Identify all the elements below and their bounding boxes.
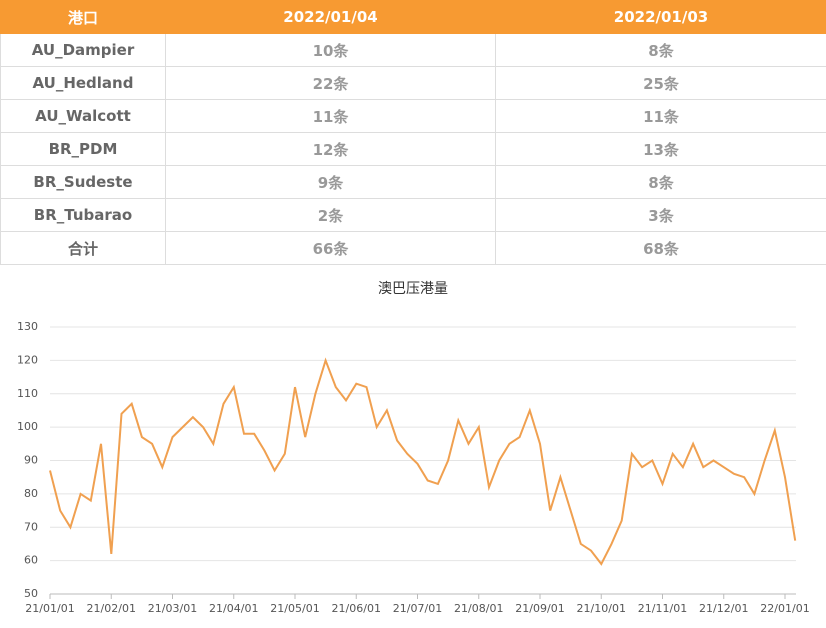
table-cell: 港口 bbox=[0, 0, 166, 34]
y-tick-label: 70 bbox=[24, 520, 38, 533]
table-cell: 2022/01/03 bbox=[495, 0, 826, 34]
chart-title: 澳巴压港量 bbox=[378, 281, 448, 297]
table-cell: 12条 bbox=[165, 132, 496, 166]
table-row: BR_Tubarao 2条 3条 bbox=[0, 198, 826, 232]
table-cell: 11条 bbox=[495, 99, 826, 133]
x-tick-label: 21/03/01 bbox=[148, 602, 197, 615]
x-tick-label: 21/02/01 bbox=[87, 602, 136, 615]
table-cell: BR_Tubarao bbox=[0, 198, 166, 232]
x-tick-label: 21/11/01 bbox=[638, 602, 687, 615]
table-cell: 8条 bbox=[495, 165, 826, 199]
x-tick-label: 21/01/01 bbox=[25, 602, 74, 615]
y-tick-label: 80 bbox=[24, 487, 38, 500]
table-cell: AU_Hedland bbox=[0, 66, 166, 100]
x-tick-label: 21/07/01 bbox=[393, 602, 442, 615]
table-cell: 11条 bbox=[165, 99, 496, 133]
y-tick-label: 130 bbox=[17, 320, 38, 333]
table-row: 合计 66条 68条 bbox=[0, 231, 826, 265]
table-row: 港口 2022/01/04 2022/01/03 bbox=[0, 0, 826, 34]
table-row: AU_Hedland 22条 25条 bbox=[0, 66, 826, 100]
table-cell: 2022/01/04 bbox=[165, 0, 496, 34]
x-tick-label: 21/09/01 bbox=[515, 602, 564, 615]
table-cell: 合计 bbox=[0, 231, 166, 265]
table-row: BR_PDM 12条 13条 bbox=[0, 132, 826, 166]
table-cell: 66条 bbox=[165, 231, 496, 265]
table-cell: 8条 bbox=[495, 33, 826, 67]
table-cell: 22条 bbox=[165, 66, 496, 100]
y-tick-label: 110 bbox=[17, 387, 38, 400]
x-tick-label: 21/06/01 bbox=[332, 602, 381, 615]
data-line bbox=[49, 357, 797, 566]
table-cell: 10条 bbox=[165, 33, 496, 67]
port-table: 港口 2022/01/04 2022/01/03 AU_Dampier 10条 8条 AU_… bbox=[0, 0, 826, 265]
y-tick-label: 60 bbox=[24, 554, 38, 567]
y-tick-label: 100 bbox=[17, 420, 38, 433]
chart: 澳巴压港量 50 60 70 80 90 100 110 120 130 21/01/01 21/0… bbox=[17, 281, 810, 615]
x-tick-label: 21/05/01 bbox=[270, 602, 319, 615]
table-row: AU_Dampier 10条 8条 bbox=[0, 33, 826, 67]
table-row: AU_Walcott 11条 11条 bbox=[0, 99, 826, 133]
x-tick-label: 22/01/01 bbox=[760, 602, 809, 615]
table-cell: 9条 bbox=[165, 165, 496, 199]
x-tick-label: 21/10/01 bbox=[577, 602, 626, 615]
table-cell: 3条 bbox=[495, 198, 826, 232]
y-tick-label: 120 bbox=[17, 353, 38, 366]
table-cell: BR_Sudeste bbox=[0, 165, 166, 199]
table-cell: BR_PDM bbox=[0, 132, 166, 166]
table-cell: AU_Walcott bbox=[0, 99, 166, 133]
table-cell: 25条 bbox=[495, 66, 826, 100]
x-tick-label: 21/08/01 bbox=[454, 602, 503, 615]
x-tick-label: 21/04/01 bbox=[209, 602, 258, 615]
table-cell: 2条 bbox=[165, 198, 496, 232]
table-cell: 68条 bbox=[495, 231, 826, 265]
x-tick-label: 21/12/01 bbox=[699, 602, 748, 615]
table-cell: AU_Dampier bbox=[0, 33, 166, 67]
table-row: BR_Sudeste 9条 8条 bbox=[0, 165, 826, 199]
table-cell: 13条 bbox=[495, 132, 826, 166]
y-tick-label: 50 bbox=[24, 587, 38, 600]
y-tick-label: 90 bbox=[24, 454, 38, 467]
